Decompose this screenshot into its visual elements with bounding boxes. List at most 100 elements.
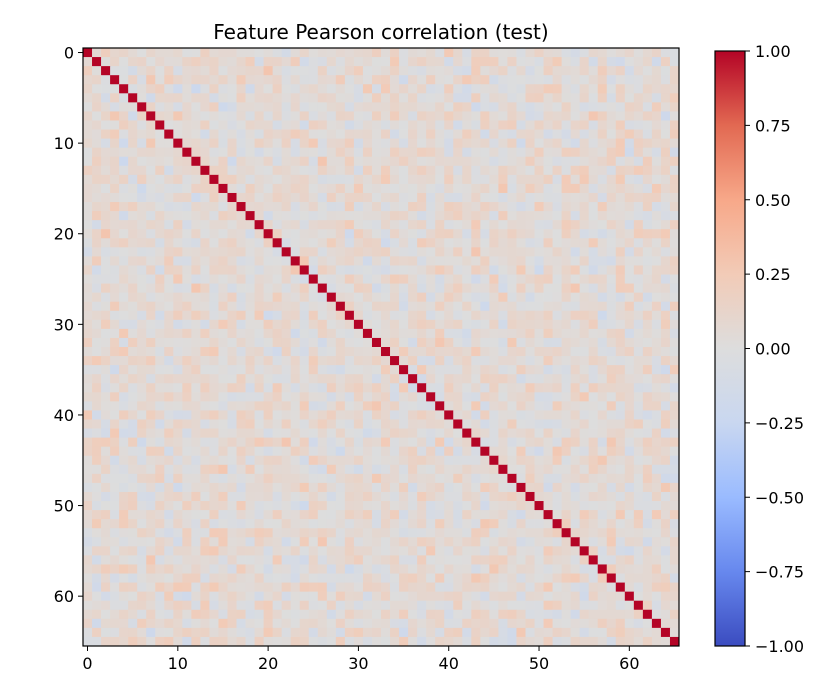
heatmap-cell [83, 591, 93, 602]
heatmap-cell [335, 57, 346, 67]
heatmap-cell [254, 220, 265, 230]
heatmap-cell [371, 365, 382, 375]
heatmap-cell [543, 319, 553, 330]
heatmap-cell [371, 383, 382, 393]
heatmap-cell [525, 582, 535, 593]
heatmap-cell [480, 383, 490, 393]
heatmap-cell [236, 555, 246, 565]
heatmap-cell [200, 337, 210, 348]
heatmap-cell [570, 410, 581, 420]
heatmap-cell [462, 446, 472, 457]
heatmap-cell [489, 482, 499, 493]
heatmap-cell [245, 347, 255, 357]
heatmap-cell [399, 564, 409, 574]
heatmap-cell [344, 464, 355, 475]
heatmap-cell [281, 138, 292, 149]
heatmap-cell [263, 238, 274, 248]
heatmap-cell [471, 156, 481, 167]
heatmap-cell [642, 328, 653, 339]
heatmap-cell [615, 419, 626, 429]
heatmap-cell [606, 546, 617, 556]
heatmap-cell [299, 401, 310, 411]
heatmap-cell [669, 301, 680, 312]
heatmap-cell [299, 591, 310, 602]
heatmap-cell [660, 102, 671, 112]
heatmap-cell [453, 627, 463, 638]
heatmap-cell [417, 265, 427, 275]
heatmap-cell [534, 618, 544, 629]
heatmap-cell [660, 319, 671, 330]
heatmap-cell [119, 627, 129, 638]
heatmap-cell [516, 356, 526, 366]
heatmap-cell [173, 156, 183, 167]
heatmap-cell [254, 428, 265, 439]
heatmap-cell [408, 356, 418, 366]
heatmap-cell [435, 301, 445, 312]
heatmap-cell [525, 555, 535, 565]
heatmap-cell [390, 537, 400, 547]
heatmap-cell [633, 437, 644, 448]
heatmap-cell [326, 374, 337, 384]
heatmap-cell [83, 66, 93, 76]
heatmap-cell [606, 165, 617, 176]
heatmap-cell [119, 401, 129, 411]
heatmap-cell [570, 238, 581, 248]
heatmap-cell [281, 627, 292, 638]
heatmap-cell [137, 301, 147, 312]
heatmap-cell [155, 147, 165, 158]
heatmap-cell [353, 120, 364, 130]
heatmap-cell [408, 410, 418, 420]
heatmap-cell [552, 455, 563, 466]
heatmap-cell [128, 48, 138, 58]
heatmap-cell [606, 482, 617, 493]
heatmap-cell [173, 93, 183, 103]
heatmap-cell [200, 265, 210, 275]
heatmap-cell [362, 609, 373, 620]
heatmap-cell [317, 546, 328, 556]
heatmap-cell [146, 202, 156, 212]
heatmap-cell [525, 66, 535, 76]
heatmap-cell [669, 428, 680, 439]
heatmap-cell [146, 537, 156, 547]
heatmap-cell [669, 48, 680, 58]
heatmap-cell [417, 501, 427, 511]
heatmap-cell [561, 192, 572, 203]
heatmap-cell [651, 138, 662, 149]
heatmap-cell [299, 174, 310, 185]
heatmap-cell [308, 573, 319, 583]
heatmap-cell [155, 573, 165, 583]
heatmap-cell [254, 446, 265, 457]
heatmap-cell [606, 627, 617, 638]
heatmap-cell [606, 102, 617, 112]
heatmap-cell [245, 356, 255, 366]
heatmap-cell [417, 464, 427, 475]
heatmap-cell [651, 256, 662, 266]
heatmap-cell [146, 211, 156, 221]
heatmap-cell [669, 383, 680, 393]
heatmap-cell [381, 202, 391, 212]
heatmap-cell [110, 102, 120, 112]
heatmap-cell [137, 292, 147, 303]
heatmap-cell [552, 328, 563, 339]
heatmap-cell [227, 428, 237, 439]
heatmap-cell [507, 564, 517, 574]
heatmap-cell [579, 220, 590, 230]
heatmap-cell [462, 66, 472, 76]
heatmap-cell [570, 482, 581, 493]
heatmap-cell [281, 365, 292, 375]
heatmap-cell [615, 147, 626, 158]
heatmap-cell [462, 482, 472, 493]
heatmap-cell [290, 636, 301, 647]
heatmap-cell [417, 428, 427, 439]
heatmap-cell [606, 283, 617, 294]
heatmap-cell [83, 410, 93, 420]
heatmap-cell [642, 455, 653, 466]
heatmap-cell [254, 537, 265, 547]
heatmap-cell [543, 93, 553, 103]
heatmap-cell [254, 229, 265, 239]
heatmap-cell [236, 455, 246, 466]
heatmap-cell [182, 573, 192, 583]
heatmap-cell [371, 464, 382, 475]
heatmap-cell [344, 519, 355, 529]
heatmap-cell [200, 93, 210, 103]
